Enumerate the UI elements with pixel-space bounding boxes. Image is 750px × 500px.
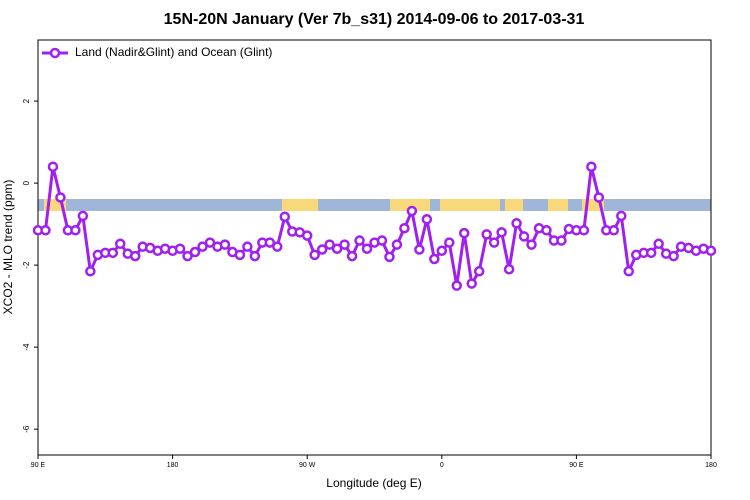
data-point (541, 225, 552, 236)
data-point (705, 245, 717, 257)
data-point (406, 205, 418, 217)
data-point (586, 161, 597, 172)
data-point (40, 225, 51, 236)
data-point (481, 229, 492, 240)
data-point (70, 225, 81, 236)
land-patch (548, 199, 568, 211)
data-point (421, 213, 433, 225)
data-point (518, 231, 530, 242)
data-point (653, 238, 664, 250)
data-point (511, 218, 522, 229)
data-point (503, 263, 515, 275)
data-point (242, 241, 253, 252)
data-point (129, 250, 141, 262)
data-point (309, 249, 320, 261)
data-point (645, 247, 657, 259)
land-patch (390, 199, 430, 211)
data-point (301, 230, 313, 241)
data-point (204, 237, 216, 248)
data-point (249, 250, 261, 262)
x-tick-label: 180 (705, 462, 717, 469)
data-point (354, 235, 365, 246)
legend-marker (49, 47, 61, 59)
x-axis-label: Longitude (deg E) (326, 476, 421, 490)
legend-label: Land (Nadir&Glint) and Ocean (Glint) (75, 45, 272, 59)
data-point (107, 247, 119, 259)
x-tick-label: 180 (167, 462, 179, 469)
x-tick-label: 90 E (31, 462, 46, 469)
data-point (85, 266, 96, 277)
data-point (488, 237, 500, 248)
data-point (473, 266, 485, 277)
data-point (578, 225, 590, 236)
data-point (414, 244, 425, 255)
data-point (47, 161, 59, 172)
data-point (496, 227, 507, 238)
data-point (264, 237, 276, 248)
chart-title: 15N-20N January (Ver 7b_s31) 2014-09-06 … (164, 11, 585, 28)
data-point (77, 210, 89, 222)
y-tick-label: -4 (22, 343, 31, 351)
data-point (115, 238, 126, 250)
data-point (376, 235, 388, 246)
x-tick-label: 90 W (299, 462, 316, 469)
data-point (391, 239, 403, 250)
data-point (361, 243, 373, 254)
land-patch (440, 199, 500, 211)
data-point (399, 222, 410, 234)
data-point (436, 245, 448, 257)
data-point (234, 249, 246, 261)
data-point (324, 239, 335, 250)
data-point (451, 280, 463, 291)
x-tick-label: 0 (440, 462, 444, 469)
y-axis-label: XCO2 - MLO trend (ppm) (1, 180, 15, 315)
data-point (668, 250, 679, 262)
y-tick-label: -2 (22, 261, 31, 269)
data-point (616, 210, 627, 222)
x-tick-label: 90 E (569, 462, 584, 469)
land-ocean-band (38, 199, 711, 211)
ocean-band (38, 199, 711, 211)
data-point (466, 278, 477, 289)
data-point (444, 237, 455, 248)
data-point (55, 192, 66, 203)
data-point (384, 251, 395, 263)
data-point (219, 239, 231, 250)
data-point (174, 243, 186, 254)
data-point (429, 253, 440, 265)
data-point (189, 246, 201, 258)
land-patch (282, 199, 318, 211)
y-tick-label: 0 (22, 180, 31, 185)
data-point (346, 250, 358, 262)
y-tick-label: 2 (22, 98, 31, 103)
data-point (197, 241, 208, 252)
land-patch (505, 199, 523, 211)
data-point (623, 266, 634, 277)
data-point (593, 192, 605, 203)
data-point (608, 225, 620, 236)
y-tick-label: -6 (22, 425, 31, 433)
data-point (526, 239, 537, 250)
data-point (316, 244, 328, 255)
data-point (331, 243, 343, 254)
legend-entry: Land (Nadir&Glint) and Ocean (Glint) (42, 45, 272, 59)
data-point (339, 239, 350, 250)
data-point (279, 211, 291, 222)
data-point (182, 250, 193, 262)
data-point (556, 235, 567, 246)
data-point (458, 227, 470, 239)
data-point (272, 241, 283, 252)
